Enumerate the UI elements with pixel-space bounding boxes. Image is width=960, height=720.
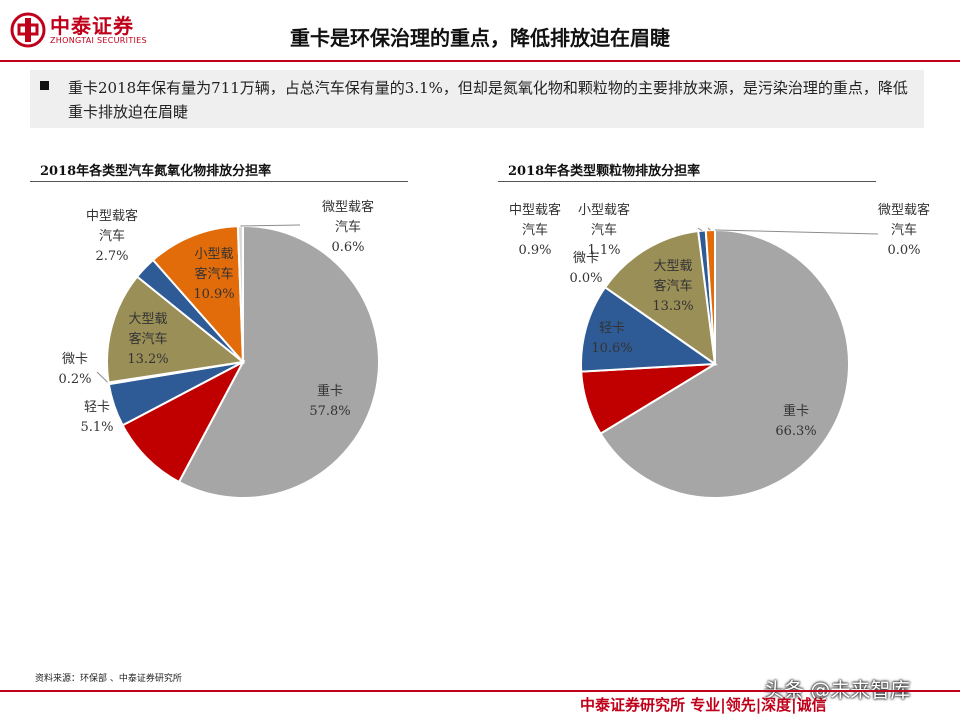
pm-slice-large-bus (603, 229, 717, 367)
company-logo: 中泰证券 ZHONGTAI SECURITIES (10, 8, 160, 52)
pm-leader-line-small-bus (707, 227, 711, 231)
pm-slice-heavy-truck (599, 228, 850, 499)
nox-data-label-mini-truck: 微卡 0.2% (58, 352, 91, 387)
footer-slogan: 中泰证券研究所 专业|领先|深度|诚信 (580, 696, 827, 714)
logo-text-en: ZHONGTAI SECURITIES (50, 36, 147, 45)
nox-leader-line-mini-bus (240, 224, 301, 227)
nox-slice-large-bus (106, 275, 246, 384)
pm-data-label-small-bus: 小型载客汽车 1.1% (578, 202, 630, 258)
pm-data-label-light-truck: 轻卡 10.6% (591, 321, 632, 356)
summary-box: 重卡2018年保有量为711万辆，占总汽车保有量的3.1%，但却是氮氧化物和颗粒… (30, 70, 924, 128)
pm-data-label-mini-truck: 微卡 0.0% (569, 251, 602, 286)
pm-data-label-heavy-truck: 重卡 66.3% (775, 403, 816, 439)
chart-title-nox: 2018年各类型汽车氮氧化物排放分担率 (40, 164, 272, 179)
chart-title-underline-pm (498, 181, 876, 182)
pie-chart-pm: 重卡 66.3% 中卡 7.8% 轻卡 10.6% 微卡 0.0% 大型载客汽车 13.3% 中型载… (509, 202, 930, 499)
chart-title-underline-nox (30, 181, 408, 182)
nox-slice-small-bus (151, 225, 245, 365)
nox-data-label-medium-truck: 中卡 9.5% (151, 419, 184, 454)
logo-mark-icon (10, 12, 46, 48)
nox-data-label-small-bus: 小型载客汽车 10.9% (193, 247, 234, 302)
pm-leader-line-medium-bus (697, 227, 703, 232)
pie-chart-nox: 重卡 57.8% 中卡 9.5% 轻卡 5.1% 微卡 0.2% 大型载客汽车 13.2% 中型载客… (58, 199, 380, 499)
nox-data-label-large-bus: 大型载客汽车 13.2% (127, 312, 168, 367)
nox-slice-medium-truck (121, 359, 246, 484)
page-title: 重卡是环保治理的重点，降低排放迫在眉睫 (290, 26, 670, 50)
pm-data-label-medium-bus: 中型载客汽车 0.9% (509, 202, 561, 258)
chart-title-pm: 2018年各类型颗粒物排放分担率 (508, 164, 701, 179)
title-divider (0, 60, 960, 62)
pm-data-label-medium-truck: 中卡 7.8% (595, 377, 628, 412)
nox-data-label-mini-bus: 微型载客汽车 0.6% (322, 199, 374, 255)
nox-data-label-medium-bus: 中型载客汽车 2.7% (86, 208, 138, 264)
nox-data-label-heavy-truck: 重卡 57.8% (309, 383, 350, 419)
nox-data-label-light-truck: 轻卡 5.1% (80, 400, 113, 435)
logo-text-cn: 中泰证券 (50, 14, 134, 38)
pm-data-label-large-bus: 大型载客汽车 13.3% (652, 259, 693, 314)
pm-slice-light-truck (580, 285, 718, 373)
pm-leader-line-mini-bus (714, 229, 879, 235)
pm-data-label-mini-bus: 微型载客汽车 0.0% (878, 202, 930, 258)
nox-leader-line-mini-truck (96, 371, 110, 384)
footer-divider (0, 690, 960, 692)
nox-slice-heavy-truck (177, 224, 380, 499)
source-note: 资料来源：环保部 、中泰证券研究所 (35, 674, 182, 684)
square-bullet-icon (40, 81, 49, 90)
summary-text: 重卡2018年保有量为711万辆，占总汽车保有量的3.1%，但却是氮氧化物和颗粒… (68, 79, 908, 121)
